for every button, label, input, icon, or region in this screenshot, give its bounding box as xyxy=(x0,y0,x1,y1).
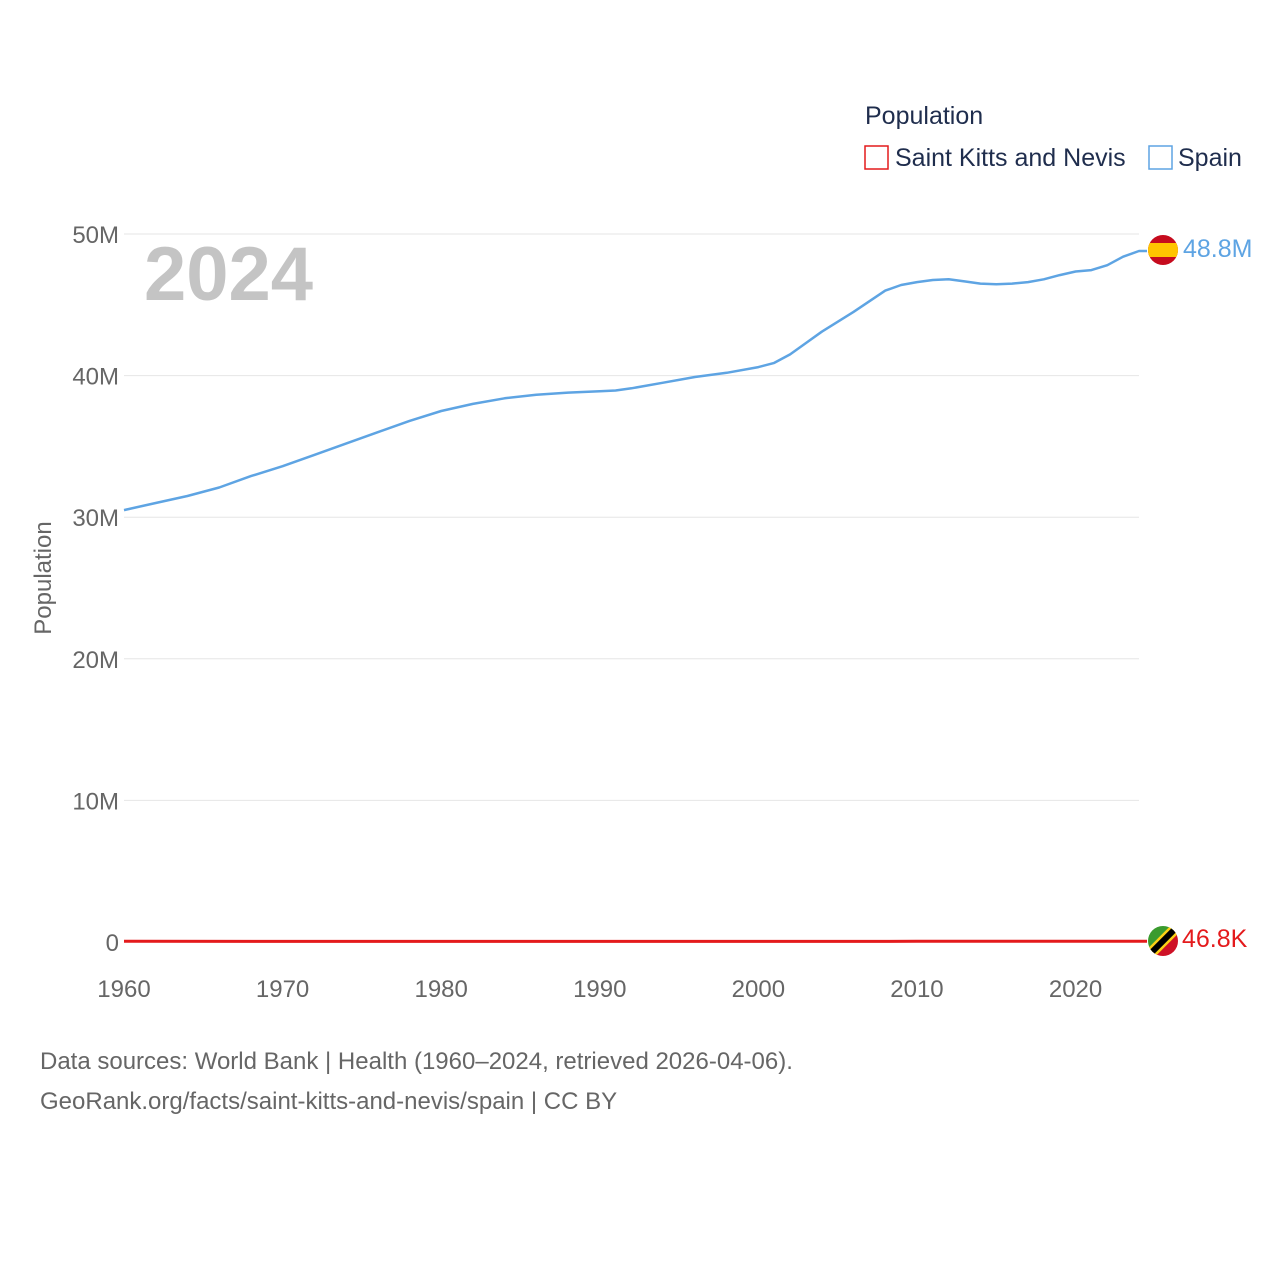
x-tick-label: 1980 xyxy=(414,976,467,1003)
spain-end-value-label: 48.8M xyxy=(1183,235,1252,263)
year-watermark: 2024 xyxy=(144,232,313,317)
y-tick-label: 30M xyxy=(72,505,119,532)
legend-label-saint-kitts-and-nevis[interactable]: Saint Kitts and Nevis xyxy=(895,144,1126,172)
y-tick-label: 20M xyxy=(72,647,119,674)
source-note: Data sources: World Bank | Health (1960–… xyxy=(40,1042,793,1122)
y-axis-title: Population xyxy=(30,521,57,634)
x-tick-label: 1960 xyxy=(97,976,150,1003)
saint-kitts-and-nevis-end-value-label: 46.8K xyxy=(1182,925,1248,953)
x-tick-label: 1990 xyxy=(573,976,626,1003)
spain-end-marker: 48.8M xyxy=(1148,235,1252,265)
y-tick-label: 0 xyxy=(106,930,119,957)
y-tick-label: 40M xyxy=(72,364,119,391)
gridlines xyxy=(124,233,1139,943)
legend-label-spain[interactable]: Spain xyxy=(1178,144,1242,172)
legend-title: Population xyxy=(865,102,983,130)
x-tick-label: 1970 xyxy=(256,976,309,1003)
source-line-1: Data sources: World Bank | Health (1960–… xyxy=(40,1048,793,1075)
y-tick-label: 50M xyxy=(72,222,119,249)
x-tick-label: 2000 xyxy=(732,976,785,1003)
legend: Population Saint Kitts and Nevis Spain xyxy=(864,102,1242,172)
y-tick-label: 10M xyxy=(72,788,119,815)
saint-kitts-and-nevis-end-marker: 46.8K xyxy=(1148,925,1248,956)
series-line-spain[interactable] xyxy=(123,249,1147,512)
x-tick-label: 2020 xyxy=(1049,976,1102,1003)
saint-kitts-and-nevis-flag-icon xyxy=(1148,926,1178,956)
legend-swatch-saint-kitts-and-nevis[interactable] xyxy=(864,145,889,170)
legend-swatch-spain[interactable] xyxy=(1148,145,1173,170)
source-line-2[interactable]: GeoRank.org/facts/saint-kitts-and-nevis/… xyxy=(40,1088,618,1115)
y-axis-ticks: 0 10M 20M 30M 40M 50M xyxy=(72,222,119,957)
series-lines xyxy=(123,249,1147,943)
x-axis-ticks: 1960 1970 1980 1990 2000 2010 2020 xyxy=(97,976,1102,1003)
spain-flag-icon xyxy=(1148,235,1178,265)
x-tick-label: 2010 xyxy=(890,976,943,1003)
